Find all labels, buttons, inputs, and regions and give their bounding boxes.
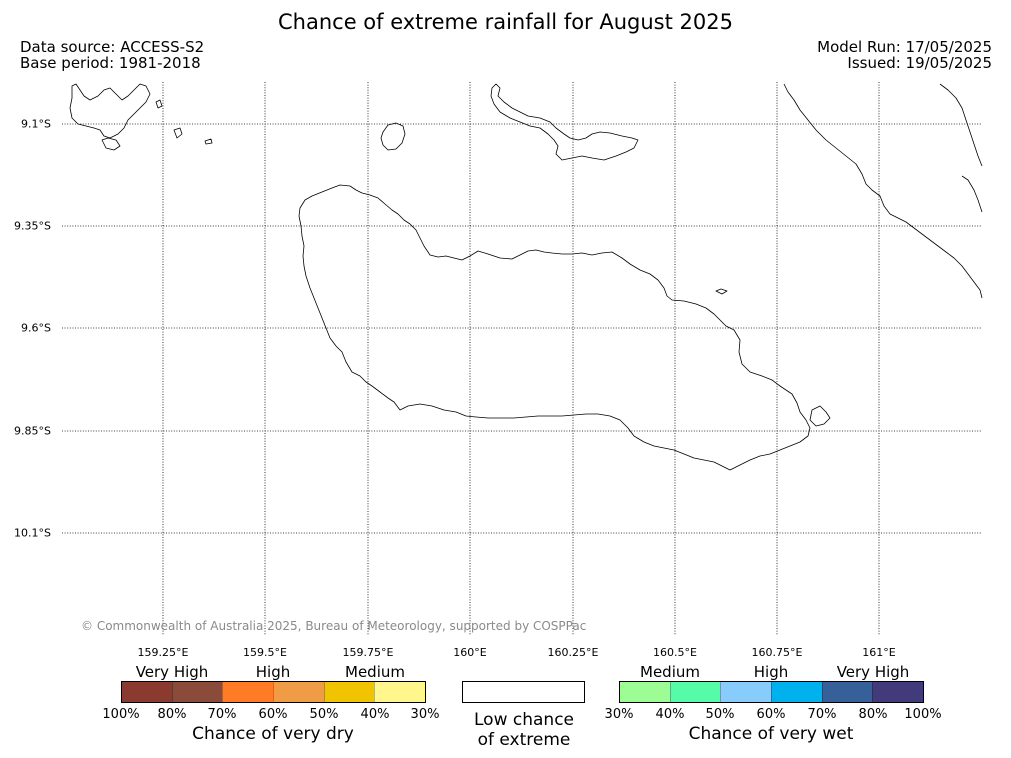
wet-category-high: High: [753, 663, 789, 681]
lon-label-159.5: 159.5°E: [243, 646, 287, 659]
run-info: Model Run: 17/05/2025 Issued: 19/05/2025: [817, 39, 992, 71]
low-chance-label: Low chance of extreme: [463, 710, 585, 750]
dry-swatch-60-50: [273, 682, 324, 702]
wet-colorbar-title: Chance of very wet: [688, 724, 854, 744]
data-source-text: Data source: ACCESS-S2: [20, 38, 205, 56]
coast-malaita: [783, 83, 983, 299]
dry-colorbar: [121, 681, 426, 703]
dry-swatch-50-40: [323, 682, 375, 702]
dry-swatch-70-60: [222, 682, 274, 702]
base-period-text: Base period: 1981-2018: [20, 54, 201, 72]
model-run-text: Model Run: 17/05/2025: [817, 38, 992, 56]
dry-tick: 50%: [309, 707, 339, 722]
lon-label-160.5: 160.5°E: [653, 646, 697, 659]
graticule: [62, 82, 982, 635]
wet-tick: 80%: [858, 707, 888, 722]
lon-label-160: 160°E: [453, 646, 487, 659]
lat-label-9.85: 9.85°S: [14, 424, 51, 438]
dry-tick: 100%: [102, 707, 140, 722]
coast-malaita-islets: [961, 175, 983, 213]
wet-tick: 70%: [807, 707, 837, 722]
wet-tick: 60%: [756, 707, 786, 722]
dry-tick: 40%: [360, 707, 390, 722]
lat-label-9.35: 9.35°S: [14, 219, 51, 233]
wet-category-medium: Medium: [640, 663, 700, 681]
lon-label-160.75: 160.75°E: [751, 646, 803, 659]
coast-marau-islands: [809, 405, 831, 427]
wet-tick: 40%: [655, 707, 685, 722]
coast-russell-south: [101, 137, 121, 151]
dry-swatch-80-70: [171, 682, 223, 702]
coast-small-islet-1: [173, 127, 183, 139]
coast-guadalcanal: [298, 184, 811, 471]
coast-malaita-north: [939, 83, 983, 167]
low-chance-line-1: Low chance: [474, 710, 574, 730]
lat-label-9.6: 9.6°S: [21, 321, 51, 335]
dry-swatch-100-80: [122, 682, 172, 702]
wet-tick: 30%: [604, 707, 634, 722]
lon-label-160.25: 160.25°E: [547, 646, 599, 659]
map-title: Chance of extreme rainfall for August 20…: [278, 10, 733, 34]
coast-florida-islands: [490, 83, 639, 161]
low-chance-line-2: of extreme: [477, 730, 571, 750]
wet-swatch-70-80: [821, 682, 873, 702]
wet-swatch-60-70: [771, 682, 822, 702]
dry-tick: 80%: [157, 707, 187, 722]
source-info: Data source: ACCESS-S2 Base period: 1981…: [20, 39, 204, 71]
coast-small-islet-2: [204, 138, 213, 145]
dry-category-very-high: Very High: [135, 663, 209, 681]
coast-islet-east: [715, 288, 728, 295]
wet-category-very-high: Very High: [836, 663, 910, 681]
low-chance-swatch: [462, 681, 585, 703]
wet-swatch-30-40: [620, 682, 670, 702]
wet-swatch-50-60: [720, 682, 772, 702]
dry-swatch-40-30: [374, 682, 426, 702]
coast-russell-islands: [69, 83, 151, 139]
dry-category-high: High: [255, 663, 291, 681]
lat-label-10.1: 10.1°S: [14, 526, 51, 540]
wet-colorbar: [619, 681, 924, 703]
dry-tick: 30%: [410, 707, 440, 722]
wet-swatch-80-100: [872, 682, 924, 702]
dry-category-medium: Medium: [345, 663, 405, 681]
coastlines: [69, 83, 983, 471]
lon-label-159.25: 159.25°E: [137, 646, 189, 659]
coast-savo-island: [380, 122, 406, 151]
lon-label-161: 161°E: [862, 646, 896, 659]
dry-tick: 60%: [258, 707, 288, 722]
dry-colorbar-title: Chance of very dry: [192, 724, 354, 744]
lon-label-159.75: 159.75°E: [342, 646, 394, 659]
issued-text: Issued: 19/05/2025: [847, 54, 992, 72]
wet-tick: 100%: [904, 707, 942, 722]
wet-tick: 50%: [705, 707, 735, 722]
copyright-notice: © Commonwealth of Australia 2025, Bureau…: [81, 619, 587, 633]
coast-small-islet-3: [155, 99, 163, 109]
lat-label-9.1: 9.1°S: [21, 117, 51, 131]
dry-tick: 70%: [207, 707, 237, 722]
wet-swatch-40-50: [669, 682, 721, 702]
